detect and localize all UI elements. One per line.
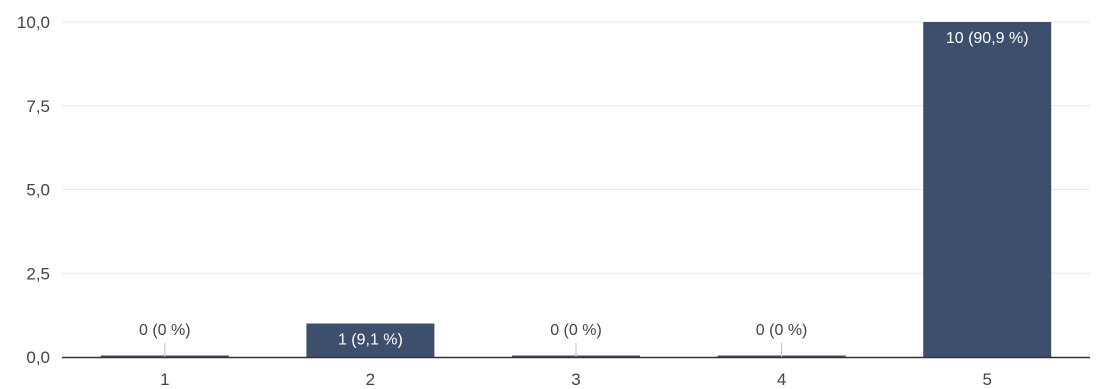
x-tick-label: 2 [366, 370, 375, 389]
y-tick-label: 7,5 [26, 97, 50, 116]
data-label: 0 (0 %) [550, 322, 602, 339]
data-label: 10 (90,9 %) [946, 30, 1029, 47]
data-labels: 0 (0 %) 1 (9,1 %) 0 (0 %) 0 (0 %) 10 (90,9 %… [139, 30, 1029, 357]
x-tick-label: 3 [571, 370, 580, 389]
y-tick-label: 2,5 [26, 264, 50, 283]
data-label: 0 (0 %) [139, 322, 191, 339]
x-tick-label: 4 [777, 370, 786, 389]
gridlines [62, 21, 1090, 274]
x-axis-category-labels: 1 2 3 4 5 [160, 370, 992, 389]
y-tick-label: 10,0 [17, 13, 50, 32]
bar-2 [306, 323, 435, 357]
bars [100, 22, 1052, 357]
y-axis-tick-labels: 0,0 2,5 5,0 7,5 10,0 [17, 13, 50, 367]
y-tick-label: 5,0 [26, 181, 50, 200]
data-label: 1 (9,1 %) [338, 332, 403, 349]
x-tick-label: 1 [160, 370, 169, 389]
data-label: 0 (0 %) [756, 322, 808, 339]
x-tick-label: 5 [982, 370, 991, 389]
bar-5 [923, 22, 1052, 357]
y-tick-label: 0,0 [26, 348, 50, 367]
